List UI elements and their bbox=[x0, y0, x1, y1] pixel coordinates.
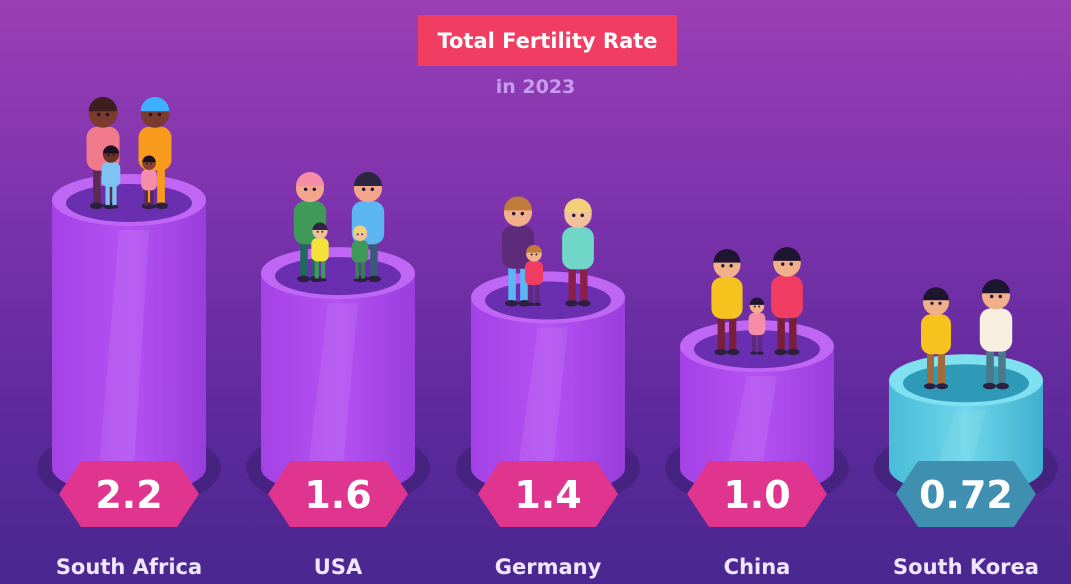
person-figure-icon bbox=[711, 249, 743, 356]
person-figure-icon bbox=[141, 155, 157, 209]
family-south-korea bbox=[921, 279, 1013, 390]
data-label-usa: 1.6 bbox=[304, 473, 371, 517]
person-figure-icon bbox=[921, 287, 951, 390]
bar-south-africa: 2.2 South Africa bbox=[37, 96, 221, 579]
value-badge bbox=[478, 461, 618, 527]
person-figure-icon bbox=[562, 198, 594, 307]
data-label-germany: 1.4 bbox=[514, 473, 581, 517]
person-figure-icon bbox=[979, 279, 1013, 390]
bar-usa: 1.6 USA bbox=[246, 172, 430, 579]
category-label-south-africa: South Africa bbox=[56, 555, 202, 579]
category-label-china: China bbox=[724, 555, 791, 579]
person-figure-icon bbox=[771, 247, 803, 356]
family-usa bbox=[293, 172, 385, 283]
person-figure-icon bbox=[311, 222, 329, 282]
bar-china: 1.0 China bbox=[665, 247, 849, 579]
family-south-africa bbox=[86, 96, 172, 210]
category-label-usa: USA bbox=[314, 555, 363, 579]
chart-subtitle: in 2023 bbox=[495, 76, 576, 98]
bar-south-korea: 0.72 South Korea bbox=[874, 279, 1058, 579]
data-label-china: 1.0 bbox=[723, 473, 790, 517]
category-label-south-korea: South Korea bbox=[893, 555, 1039, 579]
chart-title: Total Fertility Rate bbox=[418, 15, 677, 66]
family-germany bbox=[501, 196, 594, 307]
family-china bbox=[711, 247, 803, 356]
value-badge bbox=[59, 461, 199, 527]
data-label-south-africa: 2.2 bbox=[95, 473, 162, 517]
value-badge bbox=[896, 461, 1036, 527]
value-badge bbox=[268, 461, 408, 527]
data-label-south-korea: 0.72 bbox=[919, 473, 1013, 517]
category-label-germany: Germany bbox=[495, 555, 602, 579]
value-badge bbox=[687, 461, 827, 527]
person-figure-icon bbox=[525, 244, 543, 307]
bar-germany: 1.4 Germany bbox=[456, 196, 640, 579]
person-figure-icon bbox=[351, 225, 369, 282]
person-figure-icon bbox=[101, 145, 121, 209]
person-figure-icon bbox=[748, 297, 766, 355]
